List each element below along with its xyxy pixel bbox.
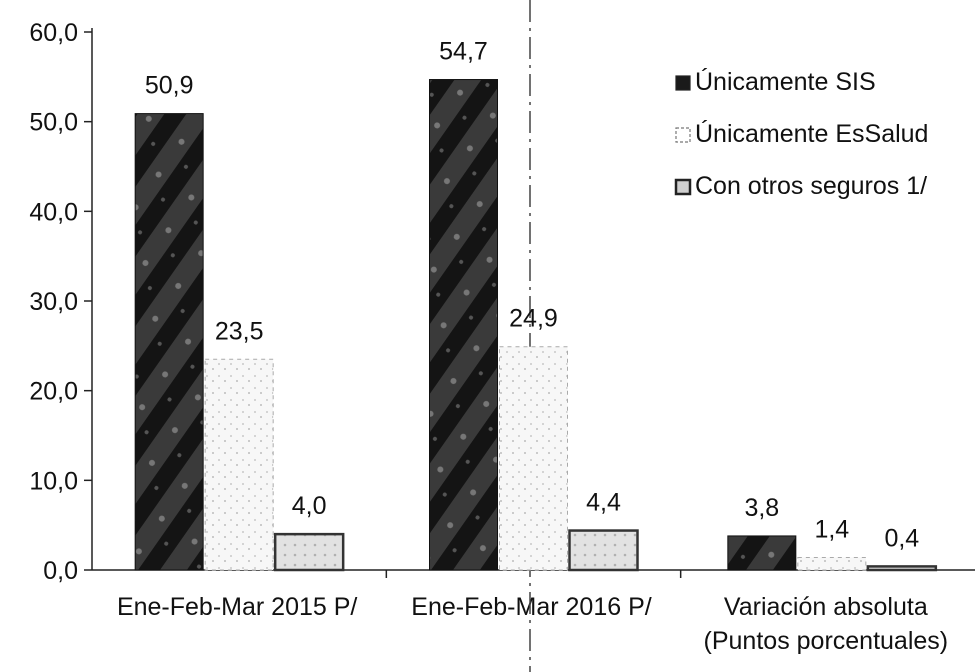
- y-tick-label: 40,0: [29, 198, 78, 226]
- data-label: 3,8: [744, 494, 779, 522]
- x-category-label: Ene-Feb-Mar 2016 P/: [411, 593, 651, 621]
- legend-swatch: [675, 127, 691, 143]
- bar-otros-seguros-0: [273, 532, 345, 572]
- x-category-label-line: (Puntos porcentuales): [704, 627, 949, 655]
- bar-essalud-1: [499, 346, 568, 571]
- y-tick-label: 30,0: [29, 288, 78, 316]
- x-category-label: Ene-Feb-Mar 2015 P/: [117, 593, 357, 621]
- data-label: 0,4: [884, 524, 919, 552]
- legend-swatch: [674, 178, 692, 196]
- data-label: 1,4: [814, 515, 849, 543]
- x-category-label-line: Ene-Feb-Mar 2016 P/: [411, 593, 651, 621]
- y-tick-label: 20,0: [29, 378, 78, 406]
- data-label: 23,5: [215, 317, 264, 345]
- data-labels: 50,9 54,7 3,8 23,5 24,9 1,4 4,0 4,4 0,4: [145, 38, 919, 553]
- legend: Únicamente SIS Únicamente EsSalud Con otro…: [674, 67, 928, 200]
- legend-label: Únicamente SIS: [695, 67, 876, 96]
- legend-label: Con otros seguros 1/: [695, 172, 927, 200]
- data-label: 54,7: [439, 38, 488, 66]
- y-tick-label: 50,0: [29, 109, 78, 137]
- bars: [134, 79, 938, 572]
- bar-sis-1: [429, 79, 498, 571]
- legend-label: Únicamente EsSalud: [695, 119, 928, 148]
- x-category-label: Variación absoluta (Puntos porcentuales): [704, 593, 949, 655]
- legend-swatch: [675, 75, 691, 91]
- data-label: 50,9: [145, 72, 194, 100]
- y-tick-label: 10,0: [29, 467, 78, 495]
- axes: 0,0 10,0 20,0 30,0 40,0 50,0 60,0 Ene-Feb-Mar 2…: [29, 19, 975, 655]
- bar-sis-0: [134, 113, 204, 571]
- y-tick-label: 60,0: [29, 19, 78, 47]
- y-tick-label: 0,0: [43, 557, 78, 585]
- data-label: 4,0: [292, 492, 327, 520]
- data-label: 4,4: [586, 489, 621, 517]
- bar-otros-seguros-2: [866, 565, 938, 572]
- x-category-label-line: Variación absoluta: [724, 593, 928, 621]
- data-label: 24,9: [509, 305, 558, 333]
- bar-otros-seguros-1: [568, 529, 639, 572]
- bar-essalud-0: [204, 358, 274, 571]
- bar-essalud-2: [797, 556, 867, 571]
- x-category-label-line: Ene-Feb-Mar 2015 P/: [117, 593, 357, 621]
- bar-sis-2: [727, 535, 797, 571]
